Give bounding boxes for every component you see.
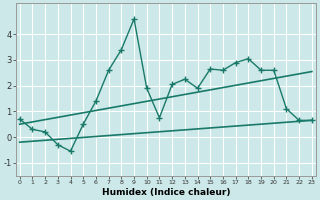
- X-axis label: Humidex (Indice chaleur): Humidex (Indice chaleur): [101, 188, 230, 197]
